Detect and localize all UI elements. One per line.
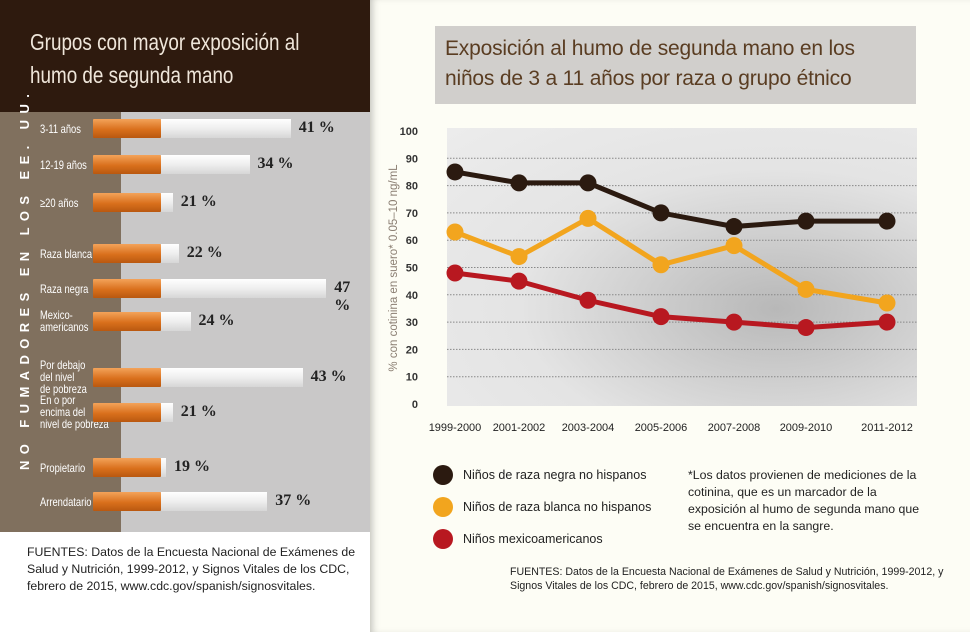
bar-value-label: 21 % — [180, 193, 217, 210]
x-tick-label: 2001-2002 — [493, 422, 546, 434]
legend-marker — [433, 497, 453, 517]
x-tick-label: 2009-2010 — [780, 422, 833, 434]
data-point — [579, 174, 597, 192]
data-point — [579, 209, 597, 227]
x-tick-label: 2005-2006 — [635, 422, 688, 434]
cigarette-filter — [93, 492, 161, 511]
legend-label: Niños de raza negra no hispanos — [463, 468, 647, 482]
bar-label: Arrendatario — [40, 494, 92, 509]
cigarette-filter — [93, 458, 161, 477]
data-point — [878, 313, 896, 331]
data-point — [510, 272, 528, 290]
bar-value-label: 43 % — [310, 368, 347, 385]
chart-title: Exposición al humo de segunda mano en lo… — [435, 26, 916, 104]
data-point — [878, 212, 896, 230]
left-panel: Grupos con mayor exposición al humo de s… — [0, 0, 370, 632]
bar — [161, 193, 173, 212]
bar-label: 12-19 años — [40, 157, 87, 172]
y-tick-label: 20 — [406, 344, 418, 356]
cigarette-filter — [93, 244, 161, 263]
bar-value-label: 24 % — [198, 312, 235, 329]
legend-label: Niños mexicoamericanos — [463, 532, 603, 546]
bar — [161, 368, 303, 387]
bar — [161, 119, 291, 138]
data-point — [878, 294, 896, 312]
bar-label: Por debajo del nivel de pobreza — [40, 357, 87, 396]
data-point — [797, 280, 815, 298]
right-footnote: FUENTES: Datos de la Encuesta Nacional d… — [510, 566, 944, 592]
legend-marker — [433, 529, 453, 549]
bar — [161, 244, 179, 263]
y-tick-label: 90 — [406, 153, 418, 165]
y-tick-label: 70 — [406, 208, 418, 220]
bar-value-label: 37 % — [275, 492, 312, 509]
legend-marker — [433, 465, 453, 485]
bar-value-label: 41 % — [298, 119, 335, 136]
bar-value-label: 21 % — [180, 403, 217, 420]
cigarette-filter — [93, 403, 161, 422]
legend-label: Niños de raza blanca no hispanos — [463, 500, 652, 514]
data-point — [446, 163, 464, 181]
cigarette-filter — [93, 119, 161, 138]
bar-label: Raza blanca — [40, 246, 93, 261]
left-title: Grupos con mayor exposición al humo de s… — [30, 29, 300, 88]
data-point — [510, 248, 528, 266]
data-point — [579, 291, 597, 309]
data-point — [725, 237, 743, 255]
data-point — [797, 212, 815, 230]
bar-label: Mexico- americanos — [40, 308, 89, 334]
data-point — [446, 223, 464, 241]
bar-value-label: 19 % — [174, 458, 210, 475]
y-tick-label: 60 — [406, 235, 418, 247]
bar — [161, 279, 327, 298]
data-point — [652, 308, 670, 326]
cigarette-filter — [93, 312, 161, 331]
bar — [161, 492, 268, 511]
x-tick-label: 1999-2000 — [429, 422, 482, 434]
cotinine-note: *Los datos provienen de mediciones de la… — [688, 468, 920, 533]
bar — [161, 312, 191, 331]
data-point — [510, 174, 528, 192]
y-tick-label: 10 — [406, 372, 418, 384]
data-point — [652, 204, 670, 222]
x-tick-label: 2011-2012 — [861, 422, 913, 434]
data-point — [446, 264, 464, 282]
data-point — [725, 218, 743, 236]
bar-label: Raza negra — [40, 281, 89, 296]
bar — [161, 403, 173, 422]
y-tick-label: 50 — [406, 263, 418, 275]
bar-label: ≥20 años — [40, 195, 79, 210]
data-point — [652, 256, 670, 274]
bar — [161, 155, 250, 174]
bar-label: 3-11 años — [40, 121, 81, 136]
data-point — [725, 313, 743, 331]
left-header: Grupos con mayor exposición al humo de s… — [0, 0, 370, 112]
cigarette-filter — [93, 279, 161, 298]
left-footnote: FUENTES: Datos de la Encuesta Nacional d… — [27, 545, 356, 593]
bar-label: Propietario — [40, 460, 86, 475]
cigarette-filter — [93, 368, 161, 387]
cigarette-filter — [93, 193, 161, 212]
y-tick-label: 0 — [412, 399, 418, 411]
y-tick-label: 80 — [406, 181, 418, 193]
bar-value-label: 47 % — [334, 279, 351, 314]
bar-value-label: 34 % — [257, 155, 294, 172]
y-tick-label: 100 — [400, 126, 418, 138]
data-point — [797, 319, 815, 337]
y-axis-label: % con cotinina en suero* 0.05–10 ng/mL — [388, 164, 400, 372]
y-tick-label: 30 — [406, 317, 418, 329]
bar — [161, 458, 166, 477]
y-tick-label: 40 — [406, 290, 418, 302]
bar-value-label: 22 % — [186, 244, 223, 261]
x-tick-label: 2003-2004 — [562, 422, 615, 434]
x-tick-label: 2007-2008 — [708, 422, 761, 434]
cigarette-filter — [93, 155, 161, 174]
